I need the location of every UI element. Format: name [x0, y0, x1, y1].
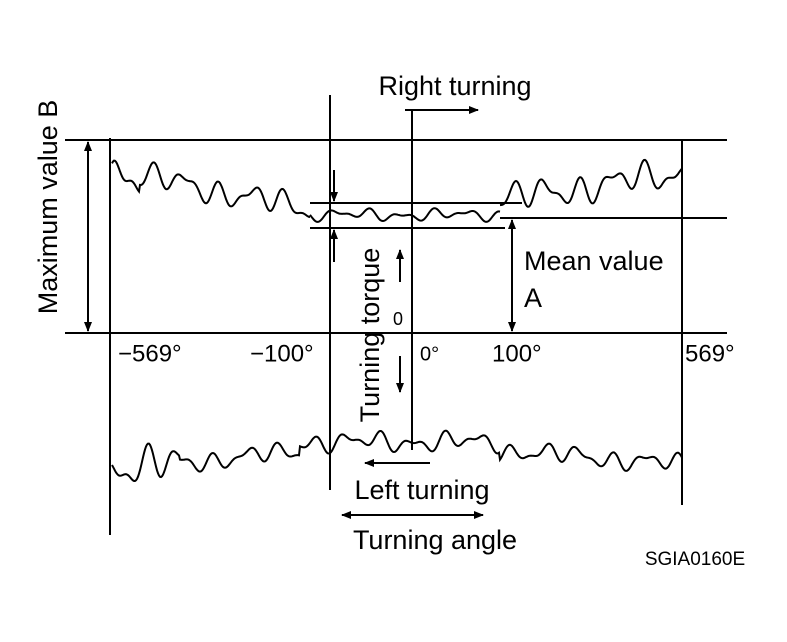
- angle-label: 569°: [685, 340, 735, 367]
- angle-label: −569°: [118, 340, 182, 367]
- label: Left turning: [354, 475, 489, 505]
- label: SGIA0160E: [645, 549, 745, 570]
- label: A: [524, 283, 542, 313]
- label: Maximum value B: [33, 100, 63, 315]
- label: Turning torque: [355, 248, 385, 423]
- label: Mean value: [524, 246, 664, 276]
- torque-wave: [309, 207, 501, 223]
- label: Turning angle: [353, 525, 517, 555]
- torque-wave: [111, 159, 311, 219]
- torque-wave: [111, 158, 683, 482]
- frame-lines: [65, 95, 727, 535]
- angle-label: 100°: [492, 340, 542, 367]
- angle-label: 0°: [420, 343, 439, 365]
- angle-label: −100°: [250, 340, 314, 367]
- label: 0: [393, 309, 403, 329]
- label: Right turning: [378, 71, 531, 101]
